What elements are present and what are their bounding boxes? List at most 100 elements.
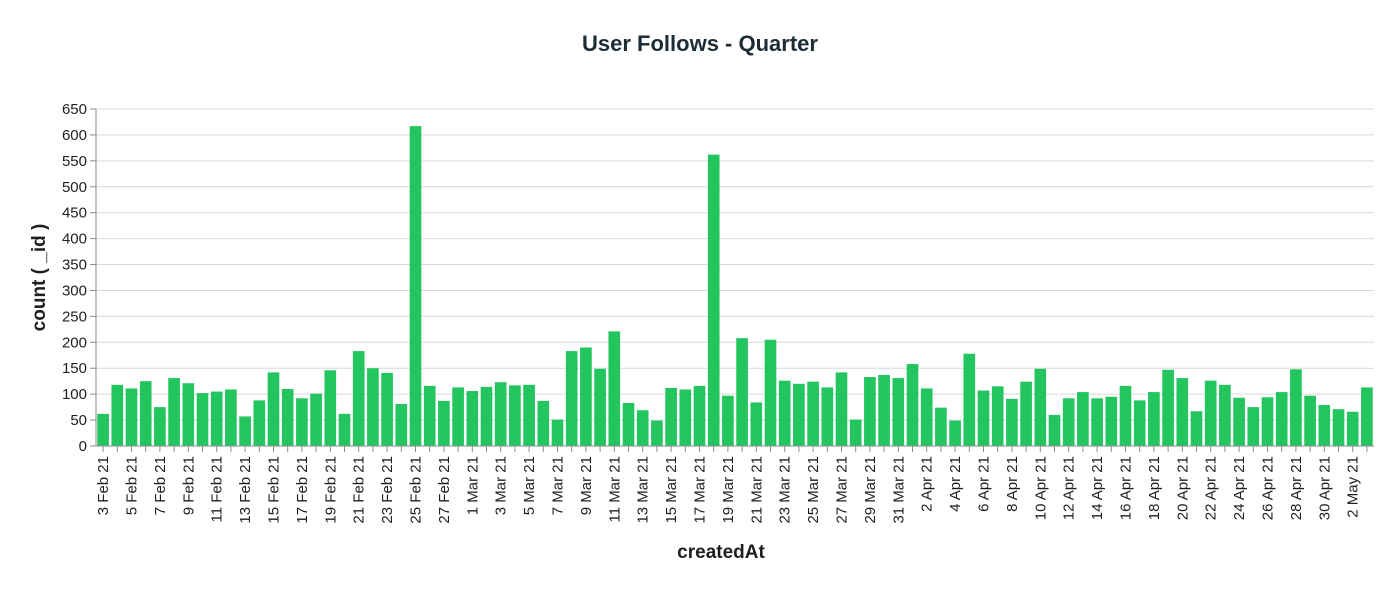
x-tick-label: 3 Feb 21 [95, 456, 112, 515]
bar [1233, 397, 1245, 446]
bar [793, 383, 805, 446]
bar [352, 351, 365, 446]
bar [267, 372, 280, 446]
bar [139, 381, 152, 446]
bar [977, 390, 990, 446]
bar [1176, 378, 1189, 446]
bar [1247, 407, 1260, 446]
bar [154, 407, 166, 446]
bar [210, 391, 223, 446]
bar [949, 420, 961, 446]
bar [367, 368, 379, 446]
x-tick-label: 17 Mar 21 [692, 456, 709, 524]
x-tick-label: 11 Mar 21 [606, 456, 623, 522]
bar [580, 347, 592, 446]
x-tick-label: 3 Mar 21 [493, 456, 510, 515]
x-tick-label: 20 Apr 21 [1174, 456, 1191, 520]
x-tick-label: 14 Apr 21 [1089, 456, 1106, 520]
bars [97, 126, 1373, 447]
bar [1148, 392, 1160, 446]
x-tick-label: 23 Mar 21 [777, 456, 794, 524]
bar [310, 393, 322, 446]
bar [281, 388, 294, 446]
bar [196, 393, 209, 446]
bar [906, 364, 919, 446]
bar [1204, 380, 1217, 446]
x-tick-label: 25 Feb 21 [408, 456, 425, 524]
bar [480, 386, 493, 446]
bar [821, 387, 834, 446]
y-tick-label: 0 [79, 438, 87, 455]
bar [1332, 409, 1345, 446]
x-tick-label: 12 Apr 21 [1061, 456, 1078, 520]
bar [1006, 398, 1018, 446]
x-tick-label: 27 Feb 21 [436, 456, 453, 524]
x-tick-label: 5 Feb 21 [124, 456, 141, 515]
bar [338, 413, 351, 446]
x-tick-label: 21 Mar 21 [748, 456, 765, 524]
y-tick-label: 350 [62, 257, 87, 274]
y-tick-label: 600 [62, 127, 87, 144]
bar [1105, 396, 1118, 446]
bar [935, 407, 947, 446]
y-tick-label: 450 [62, 205, 87, 222]
bar [423, 385, 436, 446]
bar [324, 370, 337, 446]
y-tick-label: 500 [62, 179, 87, 196]
bar [750, 402, 763, 446]
bar [665, 387, 677, 446]
grid-lines [96, 108, 1374, 421]
bar [892, 378, 905, 446]
x-tick-label: 7 Mar 21 [550, 456, 567, 515]
y-tick-label: 400 [62, 231, 87, 248]
bar [651, 420, 663, 446]
chart-title: User Follows - Quarter [582, 31, 818, 56]
bar [679, 389, 692, 446]
bar [494, 382, 507, 446]
bar [97, 413, 109, 446]
bar [523, 384, 535, 446]
bar [1290, 369, 1302, 446]
x-tick-label: 22 Apr 21 [1203, 456, 1220, 520]
x-axis-title: createdAt [677, 542, 765, 563]
x-tick-label: 9 Mar 21 [578, 456, 595, 515]
x-tick-label: 25 Mar 21 [805, 456, 822, 524]
bar [707, 154, 720, 446]
x-tick-label: 15 Mar 21 [663, 456, 680, 524]
x-tick-label: 6 Apr 21 [976, 456, 993, 512]
bar [1304, 395, 1316, 446]
bar [381, 372, 393, 446]
x-tick-label: 19 Mar 21 [720, 456, 737, 524]
x-tick-label: 9 Feb 21 [180, 456, 197, 515]
x-tick-label: 8 Apr 21 [1004, 456, 1021, 512]
x-tick-label: 5 Mar 21 [521, 456, 538, 515]
bar [608, 331, 621, 446]
bar [452, 387, 464, 446]
bar [807, 381, 819, 446]
bar [111, 384, 124, 446]
bar [253, 400, 266, 446]
x-tick-label: 16 Apr 21 [1118, 456, 1135, 520]
bar [1275, 392, 1288, 446]
y-axis-title: count ( _id ) [29, 224, 50, 332]
x-tick-label: 13 Feb 21 [237, 456, 254, 524]
bar [594, 368, 606, 446]
bar [1190, 411, 1203, 446]
x-tick-label: 28 Apr 21 [1288, 456, 1305, 520]
y-tick-label: 100 [62, 386, 87, 403]
x-tick-label: 24 Apr 21 [1231, 456, 1248, 520]
y-tick-label: 50 [70, 412, 87, 429]
y-tick-label: 650 [62, 101, 87, 118]
bar [1091, 398, 1103, 446]
bar [438, 400, 450, 446]
x-tick-label: 26 Apr 21 [1260, 456, 1277, 520]
x-tick-label: 10 Apr 21 [1032, 456, 1049, 520]
axes: 0 50 100 150 200 250 300 350 400 450 500 550 600 650 3… [62, 101, 1374, 524]
bar [1034, 368, 1047, 446]
bar [1261, 397, 1274, 446]
bar [636, 410, 649, 446]
bar [693, 385, 706, 446]
bar [849, 419, 862, 446]
x-tick-label: 7 Feb 21 [152, 456, 169, 515]
